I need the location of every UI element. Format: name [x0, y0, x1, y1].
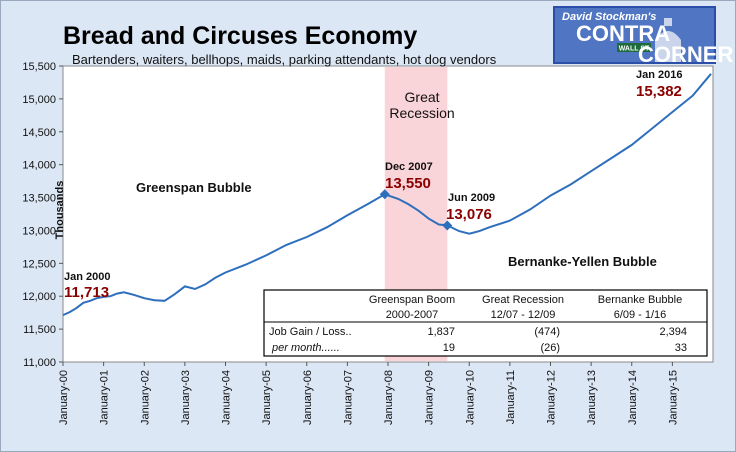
highlight-point-marker — [442, 220, 453, 231]
contra-corner-logo: David Stockman's CONTRA WALL ST CORNER — [553, 6, 733, 67]
y-tick-label: 11,500 — [23, 324, 56, 336]
annotation-dec-2007-value: 13,550 — [385, 175, 431, 192]
capitol-cupola-icon — [664, 18, 672, 26]
logo-sky — [555, 8, 714, 62]
x-tick-label: January-10 — [464, 370, 476, 425]
table-col3-name: Bernanke Bubble — [598, 294, 682, 306]
table-col3-dates: 6/09 - 1/16 — [614, 309, 667, 321]
y-axis: 11,000 11,500 12,000 12,500 13,000 13,500 14,0… — [22, 61, 63, 369]
y-tick-label: 13,500 — [22, 193, 56, 205]
annotation-jan-2000-label: Jan 2000 — [64, 271, 110, 283]
greenspan-bubble-label: Greenspan Bubble — [136, 180, 252, 195]
x-tick-label: January-02 — [139, 370, 151, 425]
table-row1-col1: 1,837 — [427, 326, 455, 338]
table-col2-name: Great Recession — [482, 294, 564, 306]
annotation-jun-2009-label: Jun 2009 — [448, 192, 495, 204]
table-col1-name: Greenspan Boom — [369, 294, 455, 306]
annotation-jan-2016-label: Jan 2016 — [636, 69, 682, 81]
table-row1-col2: (474) — [534, 326, 560, 338]
x-tick-label: January-15 — [667, 370, 679, 425]
series-line-employment — [62, 73, 712, 317]
x-tick-label: January-05 — [261, 370, 273, 425]
summary-table-border — [263, 289, 708, 357]
table-col2-dates: 12/07 - 12/09 — [491, 309, 556, 321]
table-row1-label: Job Gain / Loss.. — [269, 326, 352, 338]
x-tick-label: January-13 — [586, 370, 598, 425]
y-tick-label: 12,500 — [22, 258, 56, 270]
table-row2-col3: 33 — [675, 342, 687, 354]
capitol-dome-icon — [655, 31, 681, 62]
table-row2-col1: 19 — [443, 342, 455, 354]
chart-title: Bread and Circuses Economy — [63, 22, 417, 50]
table-row2-col2: (26) — [540, 342, 560, 354]
wall-street-sign-text: WALL ST — [619, 46, 650, 53]
y-tick-label: 14,500 — [22, 127, 56, 139]
y-axis-label: Thousands — [54, 181, 66, 240]
wall-street-sign — [617, 43, 651, 52]
annotation-jun-2009-value: 13,076 — [446, 206, 492, 223]
logo-line3: CORNER — [638, 42, 733, 67]
x-tick-label: January-03 — [180, 370, 192, 425]
x-tick-label: January-07 — [342, 370, 354, 425]
x-tick-label: January-00 — [58, 370, 70, 425]
annotation-jan-2016-value: 15,382 — [636, 83, 682, 100]
bernanke-yellen-bubble-label: Bernanke-Yellen Bubble — [508, 254, 657, 269]
logo-line1: David Stockman's — [562, 11, 656, 23]
x-tick-label: January-09 — [424, 370, 436, 425]
x-tick-label: January-12 — [546, 370, 558, 425]
summary-table: Greenspan Boom 2000-2007 Great Recession… — [263, 289, 708, 357]
table-col1-dates: 2000-2007 — [386, 309, 439, 321]
table-row2-label: per month...... — [271, 342, 340, 354]
x-tick-label: January-14 — [627, 370, 639, 425]
table-row1-col3: 2,394 — [659, 326, 687, 338]
x-tick-label: January-04 — [221, 370, 233, 425]
annotation-dec-2007-label: Dec 2007 — [385, 161, 433, 173]
y-tick-label: 12,000 — [22, 291, 56, 303]
y-tick-label: 13,000 — [22, 225, 56, 237]
x-tick-label: January-01 — [99, 370, 111, 425]
y-tick-label: 11,000 — [23, 357, 56, 369]
annotation-jan-2000-value: 11,713 — [64, 284, 109, 301]
y-tick-label: 15,500 — [22, 61, 56, 73]
x-tick-label: January-08 — [383, 370, 395, 425]
y-tick-label: 15,000 — [22, 94, 56, 106]
recession-label-line1: Great — [405, 89, 440, 105]
logo-line2: CONTRA — [576, 21, 670, 46]
x-tick-label: January-06 — [302, 370, 314, 425]
recession-label-line2: Recession — [389, 105, 454, 121]
data-points — [379, 189, 453, 231]
y-tick-label: 14,000 — [22, 160, 56, 172]
highlight-point-marker — [379, 189, 390, 200]
x-tick-label: January-11 — [505, 370, 517, 424]
chart-subtitle: Bartenders, waiters, bellhops, maids, pa… — [72, 52, 497, 67]
x-axis: January-00 January-01 January-02 January-03… — [58, 362, 679, 425]
